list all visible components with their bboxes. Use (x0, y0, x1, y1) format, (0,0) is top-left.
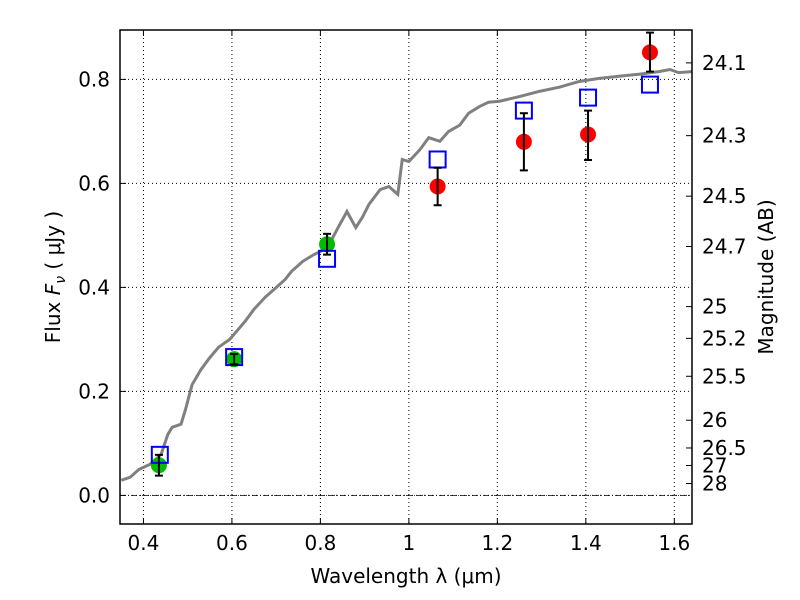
x-tick-label: 1 (403, 531, 416, 555)
grid (120, 30, 692, 524)
y2-tick-label: 24.5 (702, 184, 747, 208)
axes-frame (119, 29, 693, 525)
model-square (640, 75, 659, 94)
x-axis-label: Wavelength λ (μm) (310, 564, 501, 588)
y2-tick-label: 27 (702, 453, 727, 477)
x-tick-label: 1.6 (658, 531, 690, 555)
y2-axis-label: Magnitude (AB) (754, 199, 778, 354)
y2-tick-label: 25.2 (702, 326, 747, 350)
spectrum-line (120, 67, 692, 482)
model-square (428, 150, 447, 169)
y-tick-label: 0.6 (78, 171, 110, 195)
y2-tick-label: 24.3 (702, 124, 747, 148)
y2-tick-label: 25 (702, 295, 727, 319)
y-tick-label: 0.2 (78, 379, 110, 403)
y-tick-label: 0.0 (78, 483, 110, 507)
y2-tick-label: 26.5 (702, 436, 747, 460)
y2-tick-label: 24.1 (702, 51, 747, 75)
x-tick-label: 0.4 (128, 531, 160, 555)
plot-area (120, 31, 692, 482)
y2-tick-label: 24.7 (702, 235, 747, 259)
model-square (579, 88, 598, 107)
ticks: 0.4 0.6 0.8 1 1.2 1.4 1.6 0.0 0.2 0.4 0.6 0.8 24.1 24… (78, 30, 747, 555)
y-axis-label: Flux Fν ( μJy ) (41, 211, 69, 343)
x-tick-label: 1.4 (570, 531, 602, 555)
x-tick-label: 0.8 (304, 531, 336, 555)
y2-tick-label: 25.5 (702, 364, 747, 388)
y-tick-label: 0.8 (78, 67, 110, 91)
x-tick-label: 1.2 (481, 531, 513, 555)
x-tick-label: 0.6 (216, 531, 248, 555)
y2-tick-label: 26 (702, 408, 727, 432)
y2-tick-label: 28 (702, 471, 727, 495)
y-tick-label: 0.4 (78, 275, 110, 299)
